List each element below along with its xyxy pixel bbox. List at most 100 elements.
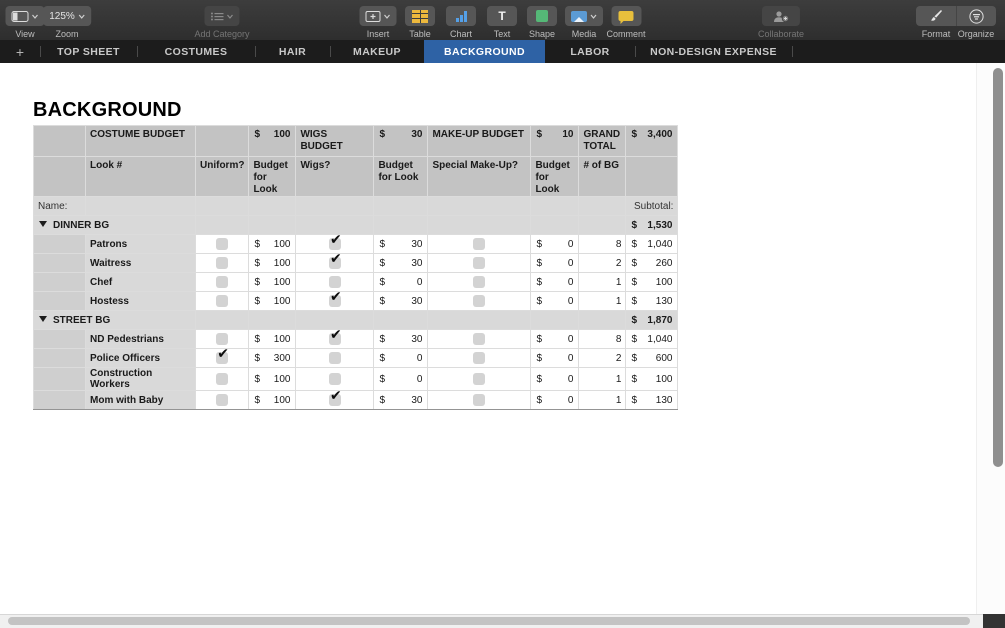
tab-makeup[interactable]: MAKEUP <box>353 45 401 58</box>
wigs-cell[interactable] <box>295 253 375 273</box>
makeup-budget-cell[interactable]: $0 <box>530 348 580 368</box>
insert-button[interactable] <box>359 6 397 26</box>
grand-total-header[interactable]: GRAND TOTAL <box>578 125 627 157</box>
group-name-cell[interactable]: DINNER BG <box>33 215 196 235</box>
empty-cell[interactable] <box>578 196 627 216</box>
wigs-checkbox[interactable] <box>328 373 341 385</box>
empty-cell[interactable] <box>373 215 429 235</box>
empty-cell[interactable] <box>427 215 532 235</box>
look-name-cell[interactable]: Police Officers <box>85 348 196 368</box>
makeup-budget-cell[interactable]: $0 <box>530 234 580 254</box>
empty-cell[interactable] <box>248 215 297 235</box>
wigs-cell[interactable] <box>295 272 375 292</box>
row-header-cell[interactable] <box>33 348 86 368</box>
makeup-checkbox[interactable] <box>473 257 486 269</box>
look-name-cell[interactable]: Chef <box>85 272 196 292</box>
empty-cell[interactable] <box>530 215 580 235</box>
zoom-button[interactable]: 125% <box>43 6 91 26</box>
empty-cell[interactable] <box>373 196 429 216</box>
empty-cell[interactable] <box>194 215 250 235</box>
makeup-cell[interactable] <box>427 329 532 349</box>
col-makeup[interactable]: Special Make-Up? <box>427 156 532 197</box>
format-button[interactable] <box>916 6 956 26</box>
empty-cell[interactable] <box>427 310 532 330</box>
wig-budget-cell[interactable]: $30 <box>373 291 429 311</box>
row-total-cell[interactable]: $130 <box>625 390 679 410</box>
row-header-cell[interactable] <box>33 272 86 292</box>
wigs-cell[interactable] <box>295 367 375 391</box>
tab-costumes[interactable]: COSTUMES <box>164 45 228 58</box>
wig-budget-cell[interactable]: $0 <box>373 272 429 292</box>
col-uniform[interactable]: Uniform? <box>194 156 250 197</box>
tab-top-sheet[interactable]: TOP SHEET <box>57 45 120 58</box>
add-sheet-button[interactable]: + <box>15 43 25 60</box>
uniform-cell[interactable] <box>194 348 250 368</box>
makeup-budget-cell[interactable]: $0 <box>530 272 580 292</box>
empty-cell[interactable] <box>194 196 250 216</box>
makeup-budget-cell[interactable]: $0 <box>530 253 580 273</box>
wig-budget-cell[interactable]: $30 <box>373 253 429 273</box>
bg-count-cell[interactable]: 8 <box>578 234 627 254</box>
empty-cell[interactable] <box>427 196 532 216</box>
empty-cell[interactable] <box>295 196 375 216</box>
empty-header-cell[interactable] <box>625 156 679 197</box>
uniform-cell[interactable] <box>194 272 250 292</box>
empty-cell[interactable] <box>295 215 375 235</box>
group-subtotal-cell[interactable]: $1,870 <box>625 310 679 330</box>
bg-count-cell[interactable]: 1 <box>578 390 627 410</box>
wig-budget-cell[interactable]: $0 <box>373 348 429 368</box>
makeup-cell[interactable] <box>427 367 532 391</box>
group-name-cell[interactable]: STREET BG <box>33 310 196 330</box>
bg-count-cell[interactable]: 2 <box>578 253 627 273</box>
makeup-checkbox[interactable] <box>473 373 486 385</box>
uniform-cell[interactable] <box>194 291 250 311</box>
uniform-cell[interactable] <box>194 367 250 391</box>
collaborate-button[interactable] <box>762 6 800 26</box>
uniform-checkbox[interactable] <box>216 394 229 406</box>
makeup-checkbox[interactable] <box>473 238 486 250</box>
wig-budget-cell[interactable]: $30 <box>373 390 429 410</box>
tab-hair[interactable]: HAIR <box>278 45 307 58</box>
costume-budget-cell[interactable]: $300 <box>248 348 297 368</box>
empty-header-cell[interactable] <box>194 125 250 157</box>
wig-budget-cell[interactable]: $0 <box>373 367 429 391</box>
wigs-budget-value-cell[interactable]: $30 <box>373 125 429 157</box>
costume-budget-header[interactable]: COSTUME BUDGET <box>85 125 196 157</box>
costume-budget-cell[interactable]: $100 <box>248 253 297 273</box>
tab-background[interactable]: BACKGROUND <box>424 40 545 63</box>
makeup-budget-header[interactable]: MAKE-UP BUDGET <box>427 125 532 157</box>
makeup-cell[interactable] <box>427 234 532 254</box>
uniform-cell[interactable] <box>194 329 250 349</box>
wigs-cell[interactable] <box>295 329 375 349</box>
look-name-cell[interactable]: Patrons <box>85 234 196 254</box>
empty-header-cell[interactable] <box>33 156 86 197</box>
makeup-budget-cell[interactable]: $0 <box>530 291 580 311</box>
uniform-cell[interactable] <box>194 253 250 273</box>
wigs-checkbox[interactable] <box>328 236 342 250</box>
costume-budget-cell[interactable]: $100 <box>248 234 297 254</box>
wigs-checkbox[interactable] <box>328 276 341 288</box>
corner-cell[interactable] <box>33 125 86 157</box>
subtotal-label-cell[interactable]: Subtotal: <box>625 196 679 216</box>
comment-button[interactable] <box>610 6 641 26</box>
empty-cell[interactable] <box>373 310 429 330</box>
row-total-cell[interactable]: $1,040 <box>625 234 679 254</box>
makeup-cell[interactable] <box>427 390 532 410</box>
uniform-checkbox[interactable] <box>216 373 229 385</box>
makeup-checkbox[interactable] <box>473 295 486 307</box>
bg-count-cell[interactable]: 1 <box>578 367 627 391</box>
row-header-cell[interactable] <box>33 253 86 273</box>
col-count[interactable]: # of BG <box>578 156 627 197</box>
makeup-cell[interactable] <box>427 253 532 273</box>
empty-cell[interactable] <box>578 310 627 330</box>
bg-count-cell[interactable]: 2 <box>578 348 627 368</box>
row-total-cell[interactable]: $130 <box>625 291 679 311</box>
col-budget-wigs[interactable]: Budget for Look <box>373 156 429 197</box>
makeup-cell[interactable] <box>427 272 532 292</box>
empty-cell[interactable] <box>530 196 580 216</box>
view-button[interactable] <box>5 6 45 26</box>
wig-budget-cell[interactable]: $30 <box>373 329 429 349</box>
row-header-cell[interactable] <box>33 390 86 410</box>
look-name-cell[interactable]: Hostess <box>85 291 196 311</box>
wigs-checkbox[interactable] <box>328 255 342 269</box>
